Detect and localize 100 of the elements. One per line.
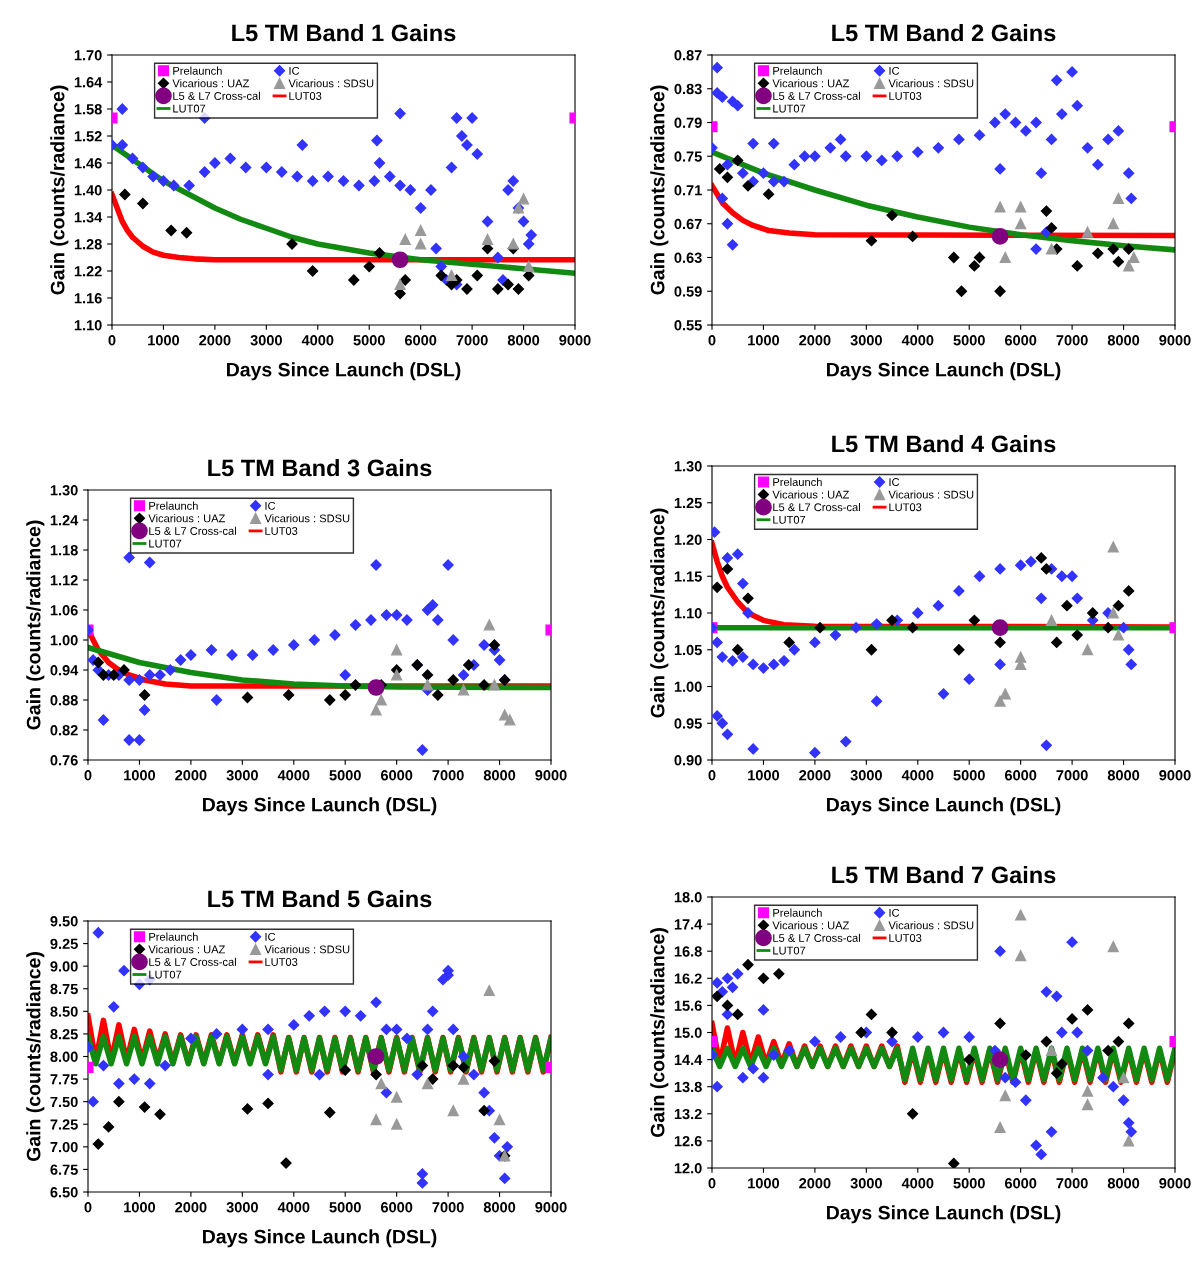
y-tick-label: 1.00	[50, 635, 78, 646]
y-axis-title: Gain (counts/radiance)	[50, 85, 69, 295]
y-tick-label: 0.63	[674, 252, 702, 263]
x-tick-label: 9000	[1159, 1178, 1191, 1189]
y-tick-label: 1.10	[674, 608, 702, 619]
legend-label: IC	[289, 66, 300, 75]
legend-label: L5 & L7 Cross-cal	[149, 957, 236, 966]
x-tick-label: 6000	[1004, 770, 1037, 781]
y-tick-label: 0.83	[674, 83, 702, 95]
legend-label: L5 & L7 Cross-cal	[773, 933, 860, 942]
x-tick-label: 7000	[1056, 1178, 1088, 1189]
x-tick-label: 6000	[1004, 335, 1037, 346]
x-tick-label: 2000	[799, 770, 831, 781]
y-tick-label: 14.4	[674, 1054, 703, 1065]
legend-label: LUT07	[149, 970, 182, 979]
y-tick-label: 13.2	[674, 1108, 702, 1120]
x-tick-label: 7000	[1056, 770, 1088, 781]
x-axis-title: Days Since Launch (DSL)	[827, 797, 1061, 816]
y-tick-label: 0.55	[674, 320, 702, 331]
legend-label: Prelaunch	[149, 501, 198, 510]
y-tick-label: 1.12	[50, 575, 78, 586]
legend-label: LUT07	[173, 104, 206, 113]
y-tick-label: 15.0	[674, 1027, 702, 1038]
y-tick-label: 1.15	[674, 571, 702, 582]
x-tick-label: 5000	[329, 1202, 361, 1213]
y-tick-label: 1.10	[74, 320, 102, 331]
y-tick-label: 12.6	[674, 1136, 702, 1147]
legend-label: Prelaunch	[149, 932, 198, 941]
x-tick-label: 8000	[483, 1202, 516, 1213]
x-tick-label: 5000	[953, 1178, 985, 1189]
x-tick-label: 4000	[901, 335, 934, 346]
y-tick-label: 1.00	[674, 681, 702, 692]
y-tick-label: 16.2	[674, 973, 702, 984]
x-tick-label: 2000	[799, 1178, 831, 1189]
y-tick-label: 1.30	[50, 485, 78, 496]
y-axis-title: Gain (counts/radiance)	[650, 928, 669, 1138]
y-tick-label: 1.28	[74, 239, 102, 250]
x-tick-label: 1000	[748, 770, 780, 781]
y-tick-label: 16.8	[674, 946, 702, 957]
x-tick-label: 6000	[380, 1202, 413, 1213]
chart-title: L5 TM Band 3 Gains	[208, 459, 432, 477]
x-tick-label: 9000	[535, 1202, 567, 1213]
legend-label: Vicarious : SDSU	[888, 921, 974, 930]
y-tick-label: 1.64	[74, 77, 103, 88]
y-tick-label: 8.50	[50, 1006, 78, 1017]
legend-label: IC	[265, 501, 276, 510]
y-tick-label: 1.25	[674, 497, 702, 509]
x-tick-label: 7000	[456, 335, 488, 346]
x-tick-label: 2000	[175, 1202, 207, 1213]
chart-title: L5 TM Band 4 Gains	[832, 435, 1056, 453]
y-tick-label: 1.58	[74, 104, 102, 115]
y-tick-label: 7.75	[50, 1074, 78, 1085]
x-tick-label: 8000	[1107, 335, 1140, 346]
legend-label: Vicarious : UAZ	[148, 945, 226, 954]
x-tick-label: 3000	[850, 1178, 882, 1189]
legend-label: Vicarious : SDSU	[264, 945, 350, 954]
y-tick-label: 0.75	[674, 151, 702, 162]
x-tick-label: 1000	[748, 1178, 780, 1189]
x-tick-label: 4000	[277, 1202, 310, 1213]
legend-label: Vicarious : UAZ	[772, 490, 850, 499]
legend-label: Vicarious : UAZ	[772, 79, 850, 88]
legend-label: LUT07	[773, 946, 806, 955]
y-tick-label: 1.05	[674, 644, 702, 656]
y-tick-label: 1.52	[74, 131, 102, 142]
legend-label: Vicarious : UAZ	[148, 514, 226, 523]
x-axis-title: Days Since Launch (DSL)	[203, 1229, 437, 1248]
x-tick-label: 0	[708, 1178, 716, 1189]
legend-label: Prelaunch	[773, 477, 822, 486]
y-tick-label: 1.16	[74, 293, 102, 304]
y-tick-label: 0.67	[674, 218, 702, 230]
y-tick-label: 1.30	[674, 461, 702, 472]
x-tick-label: 6000	[380, 770, 413, 781]
y-tick-label: 0.79	[674, 117, 702, 128]
y-tick-label: 1.34	[74, 212, 103, 223]
x-tick-label: 9000	[1159, 335, 1191, 346]
x-tick-label: 8000	[1107, 770, 1140, 781]
legend-label: L5 & L7 Cross-cal	[773, 91, 860, 100]
legend-label: Vicarious : SDSU	[888, 490, 974, 499]
legend-label: Vicarious : UAZ	[172, 79, 250, 88]
x-tick-label: 7000	[432, 1202, 464, 1213]
chart-title: L5 TM Band 2 Gains	[832, 24, 1056, 42]
legend-label: Vicarious : UAZ	[772, 921, 850, 930]
y-tick-label: 9.25	[50, 938, 78, 950]
y-tick-label: 7.00	[50, 1141, 78, 1153]
x-tick-label: 0	[708, 335, 716, 346]
y-tick-label: 8.75	[50, 983, 78, 995]
y-tick-label: 0.94	[50, 665, 79, 676]
x-tick-label: 3000	[850, 770, 882, 781]
x-tick-label: 8000	[1107, 1178, 1140, 1189]
legend-label: Prelaunch	[173, 66, 222, 75]
x-tick-label: 5000	[953, 770, 985, 781]
x-tick-label: 1000	[124, 770, 156, 781]
legend-label: Prelaunch	[773, 66, 822, 75]
x-tick-label: 0	[84, 1202, 92, 1213]
x-axis-title: Days Since Launch (DSL)	[227, 362, 461, 381]
x-tick-label: 9000	[535, 770, 567, 781]
x-tick-label: 7000	[432, 770, 464, 781]
x-tick-label: 2000	[199, 335, 231, 346]
legend-label: LUT03	[889, 934, 922, 942]
y-tick-label: 0.82	[50, 725, 78, 736]
